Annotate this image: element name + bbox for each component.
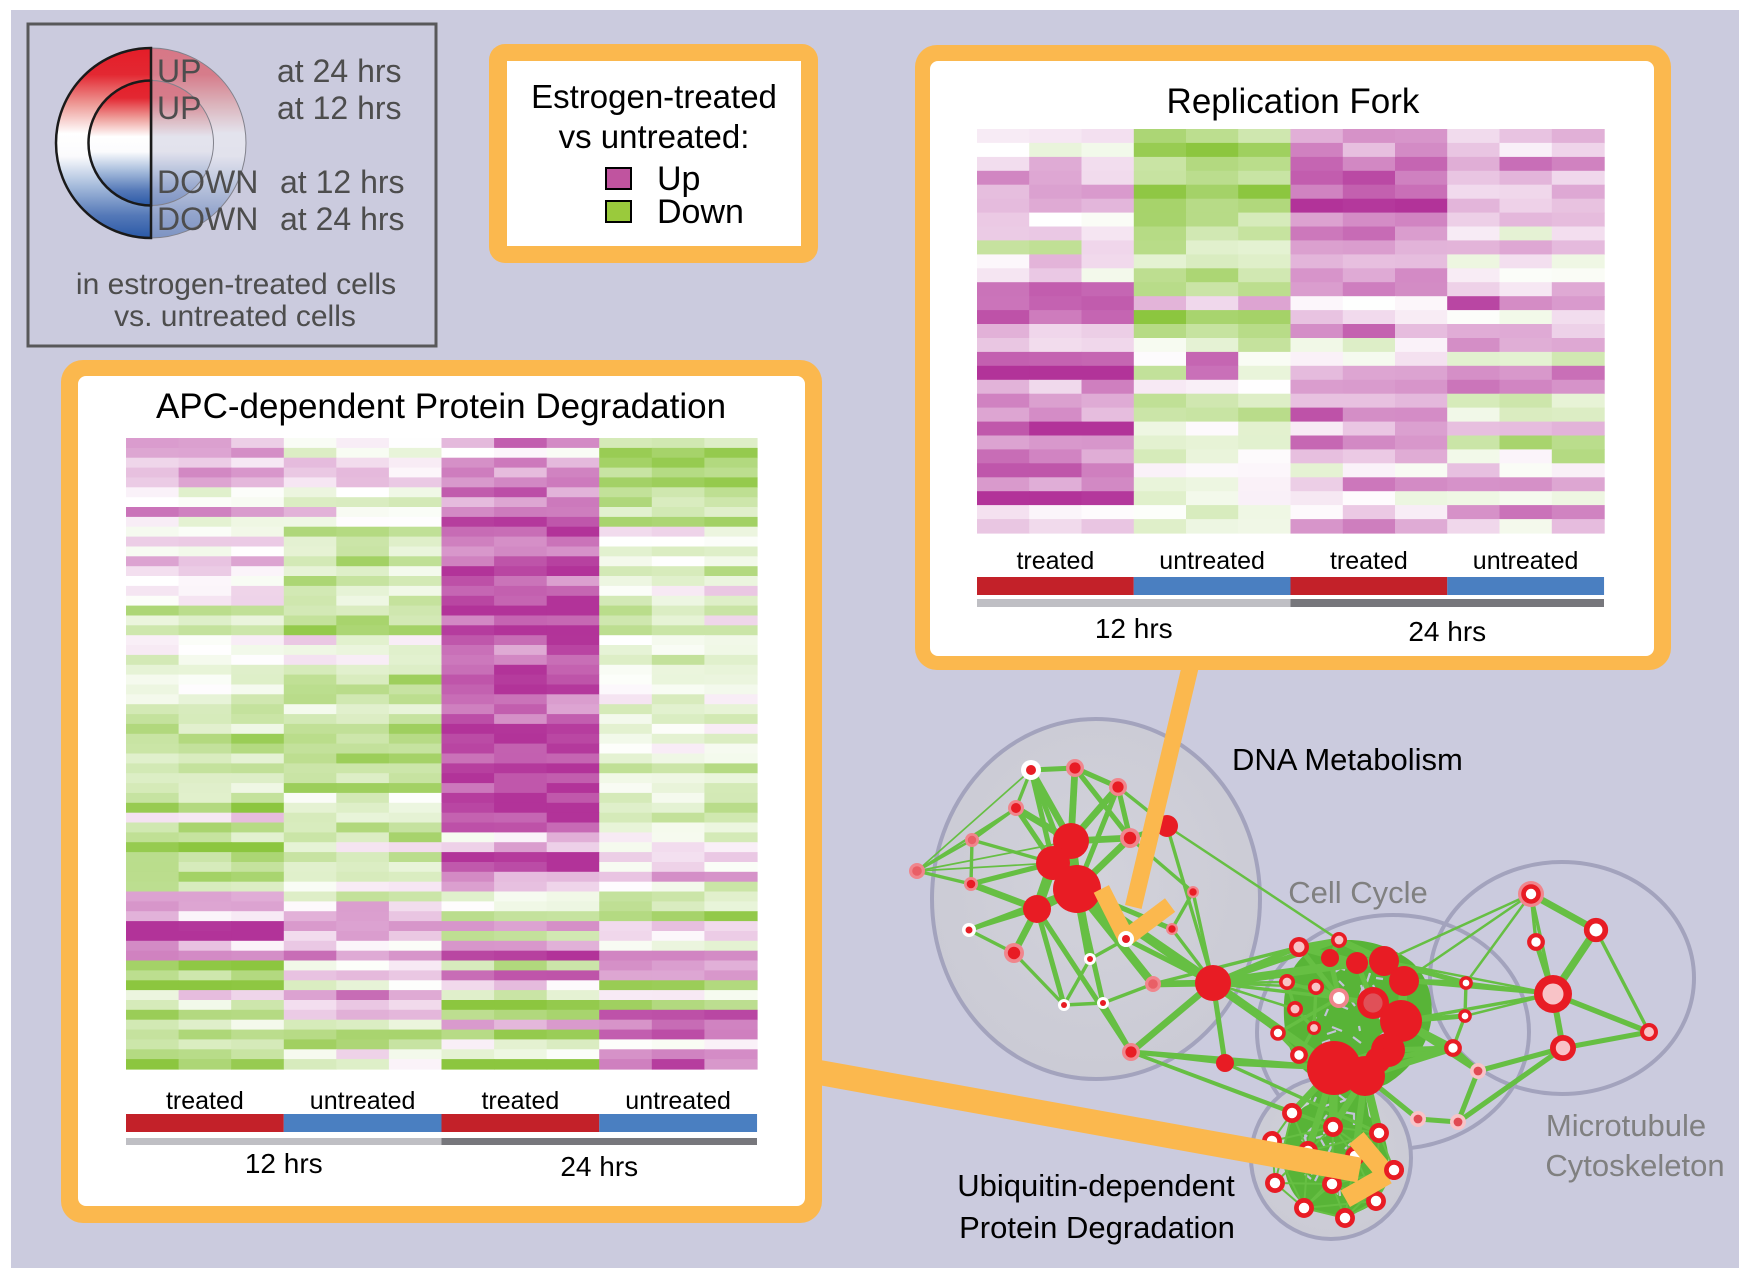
- svg-text:12 hrs: 12 hrs: [1095, 613, 1173, 644]
- svg-text:at 24 hrs: at 24 hrs: [280, 201, 405, 237]
- svg-text:at 24 hrs: at 24 hrs: [277, 53, 402, 89]
- svg-text:UP: UP: [157, 90, 201, 126]
- svg-text:Ubiquitin-dependent: Ubiquitin-dependent: [957, 1168, 1235, 1203]
- svg-text:treated: treated: [166, 1087, 244, 1115]
- svg-text:Cytoskeleton: Cytoskeleton: [1545, 1148, 1724, 1183]
- svg-text:at 12 hrs: at 12 hrs: [277, 90, 402, 126]
- svg-text:at 12 hrs: at 12 hrs: [280, 164, 405, 200]
- svg-text:Cell Cycle: Cell Cycle: [1288, 875, 1428, 910]
- svg-text:Down: Down: [657, 193, 744, 231]
- svg-text:vs. untreated cells: vs. untreated cells: [114, 300, 356, 333]
- svg-text:treated: treated: [1330, 547, 1408, 575]
- svg-text:UP: UP: [157, 53, 201, 89]
- svg-text:untreated: untreated: [625, 1087, 731, 1115]
- svg-text:24 hrs: 24 hrs: [560, 1151, 638, 1182]
- svg-text:Replication Fork: Replication Fork: [1167, 82, 1420, 121]
- svg-text:Up: Up: [657, 160, 700, 198]
- svg-text:DOWN: DOWN: [157, 164, 258, 200]
- svg-text:24 hrs: 24 hrs: [1408, 616, 1486, 647]
- svg-text:untreated: untreated: [1159, 547, 1265, 575]
- svg-text:Microtubule: Microtubule: [1546, 1108, 1706, 1143]
- svg-text:treated: treated: [481, 1087, 559, 1115]
- svg-text:treated: treated: [1016, 547, 1094, 575]
- svg-text:APC-dependent Protein Degradat: APC-dependent Protein Degradation: [156, 387, 726, 426]
- svg-text:Estrogen-treated: Estrogen-treated: [531, 78, 777, 115]
- svg-text:in estrogen-treated cells: in estrogen-treated cells: [76, 268, 396, 301]
- svg-text:12 hrs: 12 hrs: [245, 1148, 323, 1179]
- svg-text:DOWN: DOWN: [157, 201, 258, 237]
- svg-text:untreated: untreated: [1473, 547, 1579, 575]
- svg-text:Protein Degradation: Protein Degradation: [959, 1210, 1235, 1245]
- svg-text:untreated: untreated: [310, 1087, 416, 1115]
- svg-text:DNA Metabolism: DNA Metabolism: [1232, 742, 1463, 777]
- svg-text:vs untreated:: vs untreated:: [559, 118, 750, 155]
